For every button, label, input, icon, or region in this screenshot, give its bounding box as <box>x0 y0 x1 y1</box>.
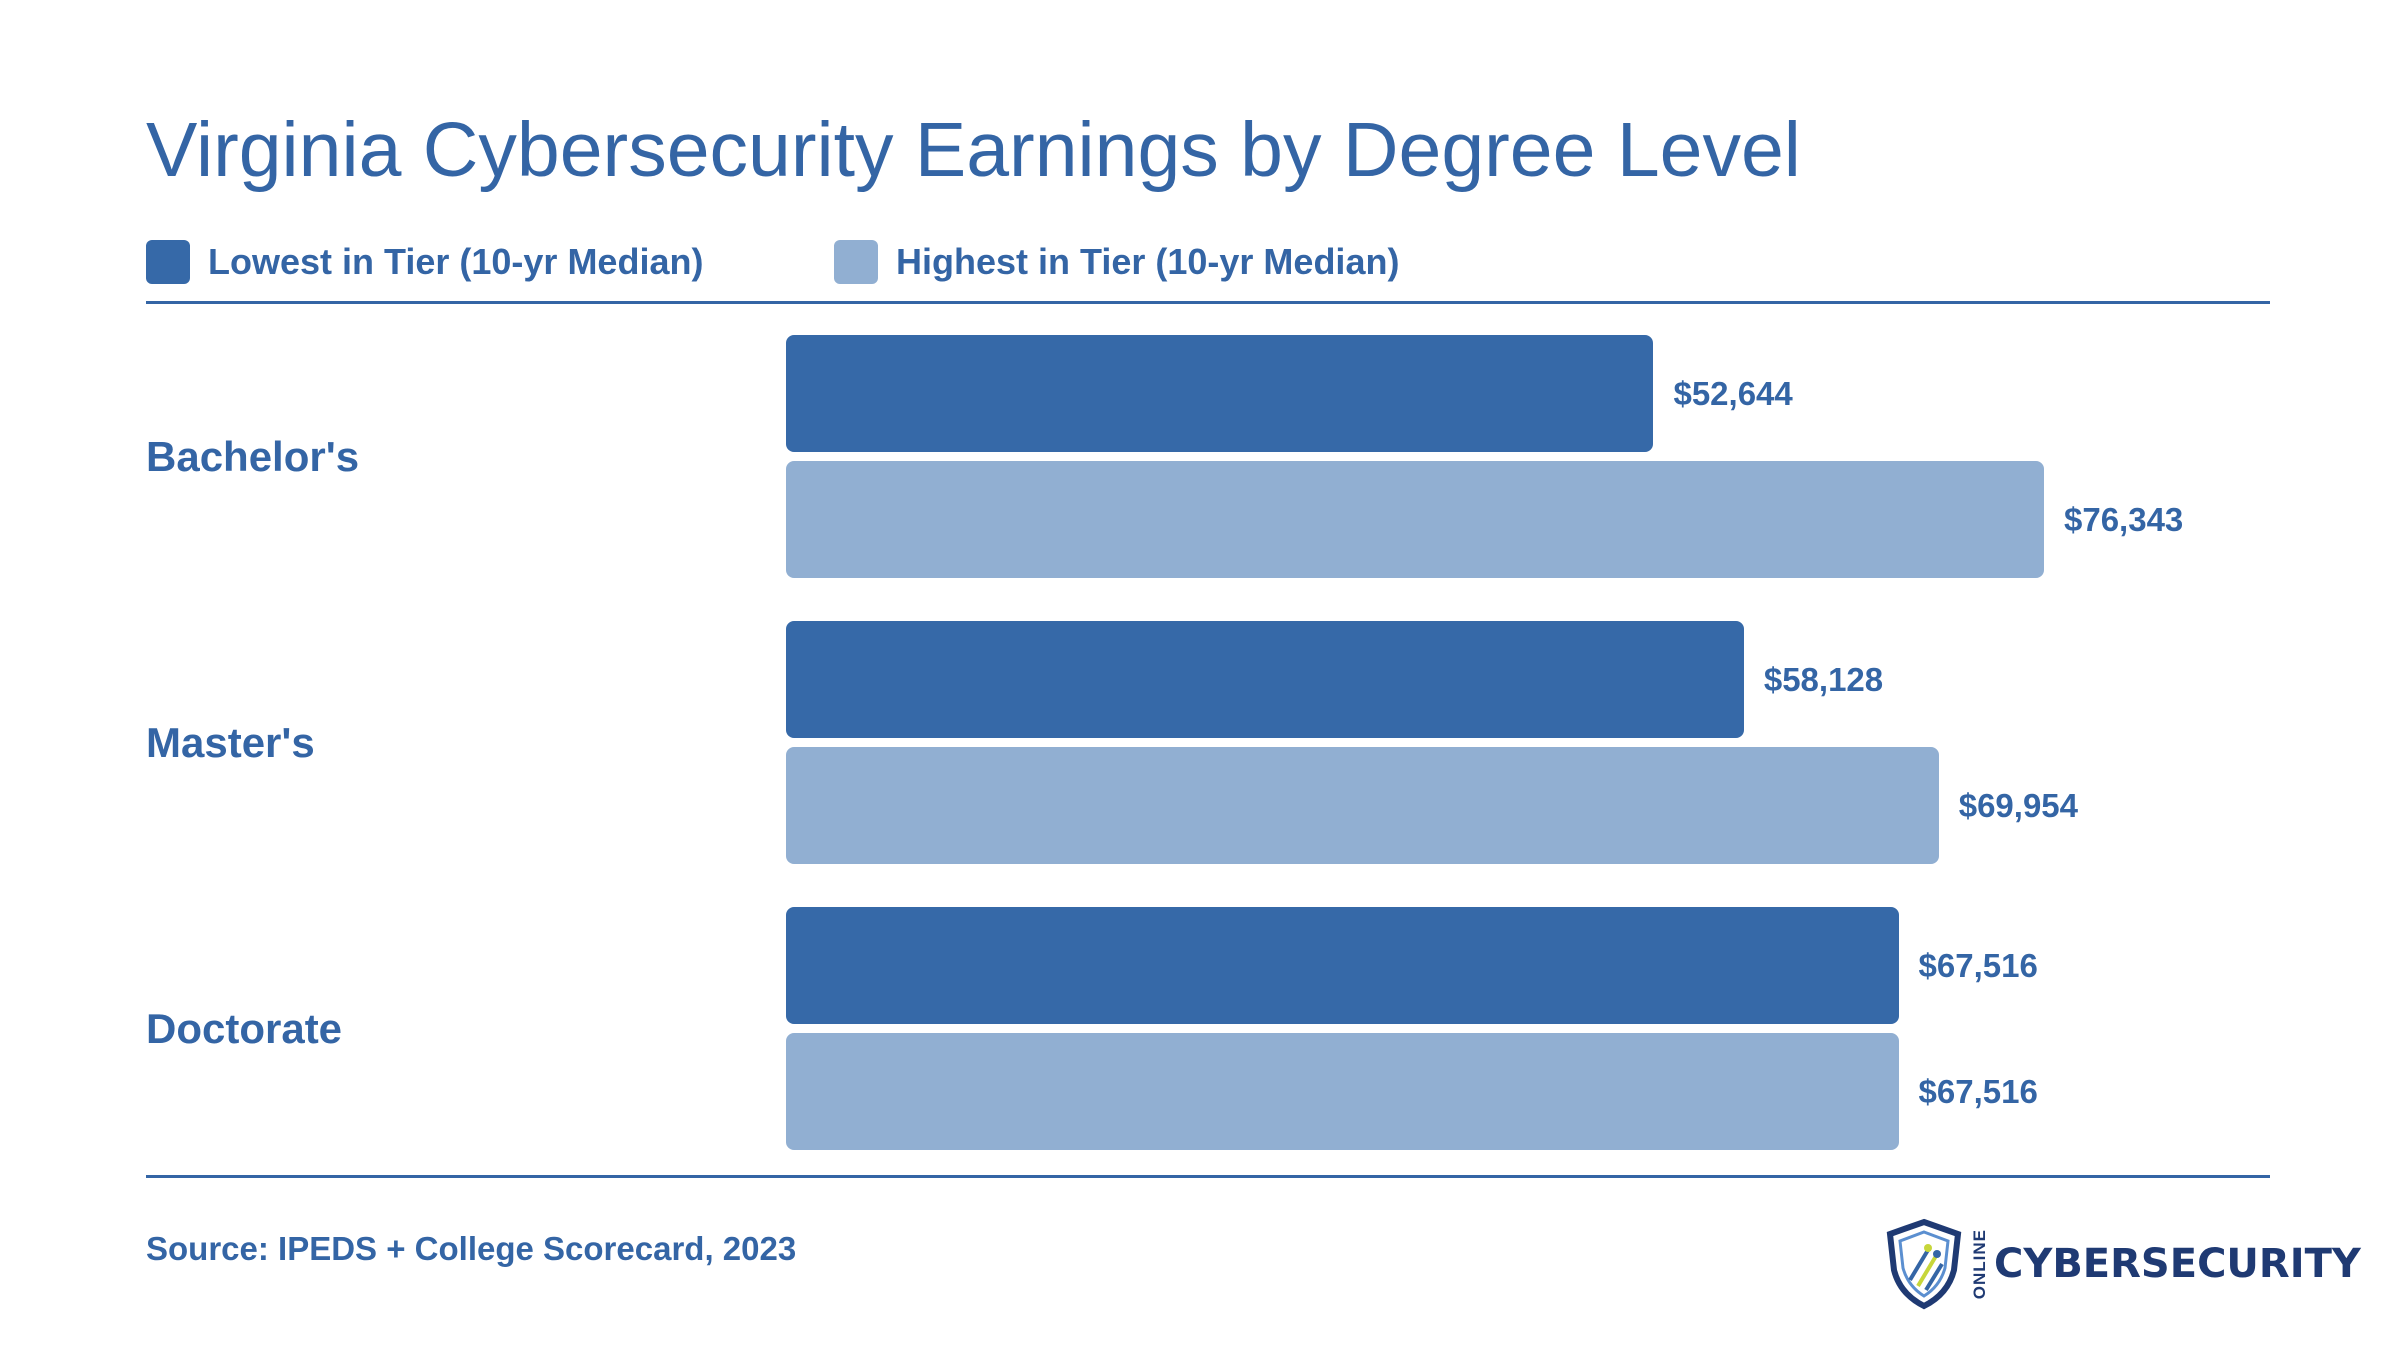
bar-highest-0 <box>786 461 2044 578</box>
brand-logo: ONLINE CYBERSECURITY <box>1884 1218 2361 1310</box>
source-note: Source: IPEDS + College Scorecard, 2023 <box>146 1230 797 1267</box>
legend: Lowest in Tier (10-yr Median) Highest in… <box>0 240 2400 290</box>
category-label-1: Master's <box>146 718 315 766</box>
category-label-2: Doctorate <box>146 1004 343 1052</box>
legend-item-lowest: Lowest in Tier (10-yr Median) <box>146 240 703 284</box>
legend-item-highest: Highest in Tier (10-yr Median) <box>834 240 1399 284</box>
value-label-highest-1: $69,954 <box>1958 786 2079 824</box>
bar-highest-1 <box>786 747 1939 864</box>
legend-swatch-highest <box>834 240 878 284</box>
value-label-lowest-2: $67,516 <box>1918 946 2038 984</box>
chart-title: Virginia Cybersecurity Earnings by Degre… <box>146 107 1801 193</box>
logo-online-text: ONLINE <box>1970 1228 1989 1300</box>
bar-lowest-0 <box>786 335 1654 452</box>
category-label-0: Bachelor's <box>146 432 360 480</box>
value-label-highest-2: $67,516 <box>1918 1072 2038 1110</box>
bar-lowest-2 <box>786 907 1899 1024</box>
value-label-lowest-1: $58,128 <box>1763 660 1884 698</box>
value-label-lowest-0: $52,644 <box>1673 374 1793 412</box>
bar-highest-2 <box>786 1033 1899 1150</box>
legend-label-highest: Highest in Tier (10-yr Median) <box>896 241 1400 282</box>
logo-text: CYBERSECURITY <box>1994 1241 2361 1287</box>
legend-swatch-lowest <box>146 240 190 284</box>
legend-label-lowest: Lowest in Tier (10-yr Median) <box>208 241 704 282</box>
bar-lowest-1 <box>786 621 1744 738</box>
value-label-highest-0: $76,343 <box>2064 500 2184 538</box>
bottom-divider <box>146 1175 2270 1178</box>
shield-circuit-icon <box>1886 1218 1962 1310</box>
top-divider <box>146 301 2270 304</box>
